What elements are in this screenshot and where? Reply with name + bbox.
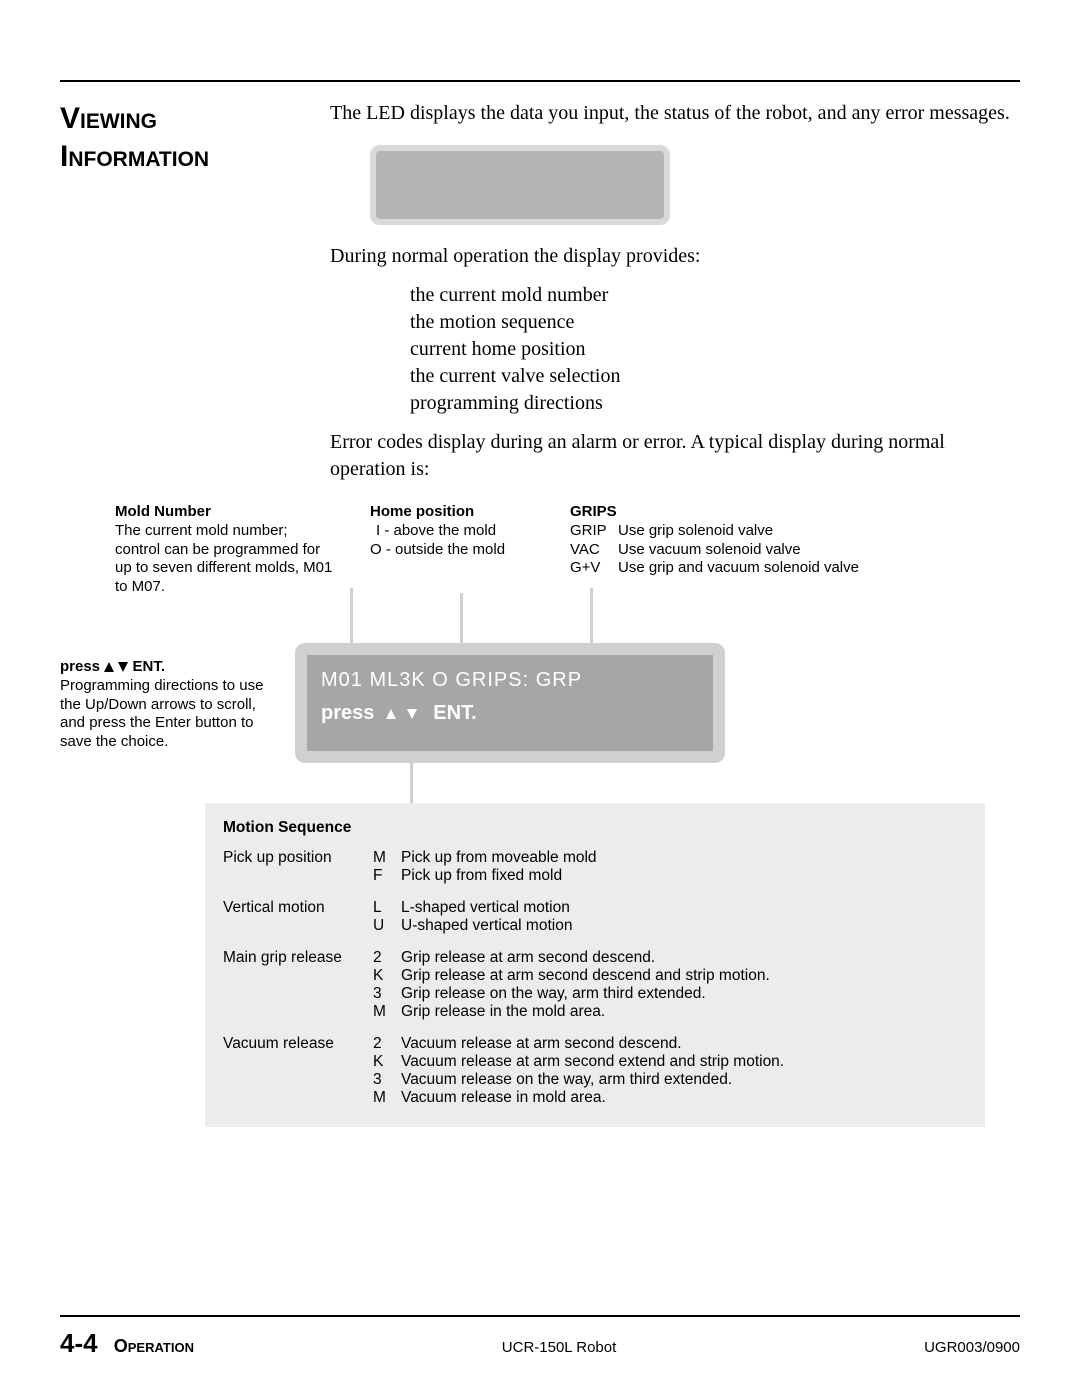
main-content: Viewing Information The LED displays the… (60, 100, 1020, 483)
motion-r2-c0: L (373, 899, 401, 917)
motion-r4-d3: Vacuum release in mold area. (401, 1089, 967, 1107)
led-blank-graphic (370, 145, 670, 225)
diagram-area: Mold Number The current mold number; con… (60, 503, 1020, 1123)
annot-press: press ENT. Programming directions to use… (60, 658, 280, 752)
grips-r1b: Use grip solenoid valve (618, 522, 773, 541)
grips-r2b: Use vacuum solenoid valve (618, 541, 801, 560)
motion-r2-d1: U-shaped vertical motion (401, 917, 967, 935)
display-line1: M01 ML3K O GRIPS: GRP (321, 669, 699, 692)
motion-r3-c0: 2 (373, 949, 401, 967)
bullet-4: the current valve selection (410, 363, 1020, 390)
annot-mold-text: The current mold number; control can be … (115, 522, 335, 597)
annot-press-pre: press (60, 658, 100, 675)
motion-r4-label: Vacuum release (223, 1035, 373, 1107)
arrow-down-icon (407, 709, 417, 719)
footer-doc: UGR003/0900 (924, 1339, 1020, 1356)
grips-r2a: VAC (570, 541, 618, 560)
motion-row-vacuum: Vacuum release 2Vacuum release at arm se… (223, 1035, 967, 1107)
grips-r3b: Use grip and vacuum solenoid valve (618, 559, 859, 578)
display-line2-pre: press (321, 702, 374, 724)
annot-mold-title: Mold Number (115, 503, 335, 522)
motion-r3-c3: M (373, 1003, 401, 1021)
intro-text: The LED displays the data you input, the… (330, 100, 1020, 127)
motion-r1-c0: M (373, 849, 401, 867)
annot-home-l2: O - outside the mold (370, 541, 560, 560)
motion-r4-d2: Vacuum release on the way, arm third ext… (401, 1071, 967, 1089)
arrow-up-icon (104, 662, 114, 672)
motion-sequence-box: Motion Sequence Pick up position MPick u… (205, 803, 985, 1127)
motion-row-vertical: Vertical motion LL-shaped vertical motio… (223, 899, 967, 935)
motion-r1-d1: Pick up from fixed mold (401, 867, 967, 885)
footer-left: 4-4 Operation (60, 1328, 194, 1359)
motion-header: Motion Sequence (223, 819, 967, 837)
footer-model: UCR-150L Robot (502, 1339, 617, 1356)
bullet-list: the current mold number the motion seque… (410, 282, 1020, 417)
annot-home: Home position I - above the mold O - out… (370, 503, 560, 559)
annot-press-text: Programming directions to use the Up/Dow… (60, 677, 280, 752)
annot-press-post: ENT. (133, 658, 166, 675)
motion-r3-d3: Grip release in the mold area. (401, 1003, 967, 1021)
bullet-5: programming directions (410, 390, 1020, 417)
motion-r3-d2: Grip release on the way, arm third exten… (401, 985, 967, 1003)
section-heading-line1: Viewing (60, 102, 157, 135)
motion-r2-label: Vertical motion (223, 899, 373, 935)
section-heading: Viewing Information (60, 100, 330, 175)
motion-r3-d0: Grip release at arm second descend. (401, 949, 967, 967)
during-text: During normal operation the display prov… (330, 243, 1020, 270)
bullet-2: the motion sequence (410, 309, 1020, 336)
rule-top (60, 80, 1020, 82)
section-heading-line2: Information (60, 140, 209, 173)
bullet-3: current home position (410, 336, 1020, 363)
annot-press-title: press ENT. (60, 658, 280, 677)
motion-r3-c2: 3 (373, 985, 401, 1003)
grips-r3a: G+V (570, 559, 618, 578)
motion-row-pickup: Pick up position MPick up from moveable … (223, 849, 967, 885)
motion-r4-c2: 3 (373, 1071, 401, 1089)
arrow-down-icon (118, 662, 128, 672)
motion-r1-d0: Pick up from moveable mold (401, 849, 967, 867)
bullet-1: the current mold number (410, 282, 1020, 309)
motion-r3-d1: Grip release at arm second descend and s… (401, 967, 967, 985)
annot-home-title: Home position (370, 503, 560, 522)
annot-grips-title: GRIPS (570, 503, 870, 522)
motion-r4-c3: M (373, 1089, 401, 1107)
motion-row-grip: Main grip release 2Grip release at arm s… (223, 949, 967, 1021)
page-footer: 4-4 Operation UCR-150L Robot UGR003/0900 (60, 1328, 1020, 1359)
motion-r2-d0: L-shaped vertical motion (401, 899, 967, 917)
motion-r4-c1: K (373, 1053, 401, 1071)
footer-section: Operation (114, 1336, 194, 1356)
left-column: Viewing Information (60, 100, 330, 483)
annot-grips: GRIPS GRIPUse grip solenoid valve VACUse… (570, 503, 870, 578)
motion-r4-d0: Vacuum release at arm second descend. (401, 1035, 967, 1053)
annot-home-l1: I - above the mold (370, 522, 560, 541)
display-line2-post: ENT. (433, 702, 476, 724)
motion-r1-c1: F (373, 867, 401, 885)
error-text: Error codes display during an alarm or e… (330, 429, 1020, 483)
footer-page: 4-4 (60, 1328, 98, 1358)
motion-r2-c1: U (373, 917, 401, 935)
grips-r1a: GRIP (570, 522, 618, 541)
motion-r4-c0: 2 (373, 1035, 401, 1053)
motion-r1-label: Pick up position (223, 849, 373, 885)
motion-r3-c1: K (373, 967, 401, 985)
rule-bottom (60, 1315, 1020, 1317)
annot-mold: Mold Number The current mold number; con… (115, 503, 335, 597)
display-line2: press ENT. (321, 702, 699, 725)
right-column: The LED displays the data you input, the… (330, 100, 1020, 483)
motion-r4-d1: Vacuum release at arm second extend and … (401, 1053, 967, 1071)
arrow-up-icon (386, 709, 396, 719)
led-display: M01 ML3K O GRIPS: GRP press ENT. (295, 643, 725, 763)
motion-r3-label: Main grip release (223, 949, 373, 1021)
